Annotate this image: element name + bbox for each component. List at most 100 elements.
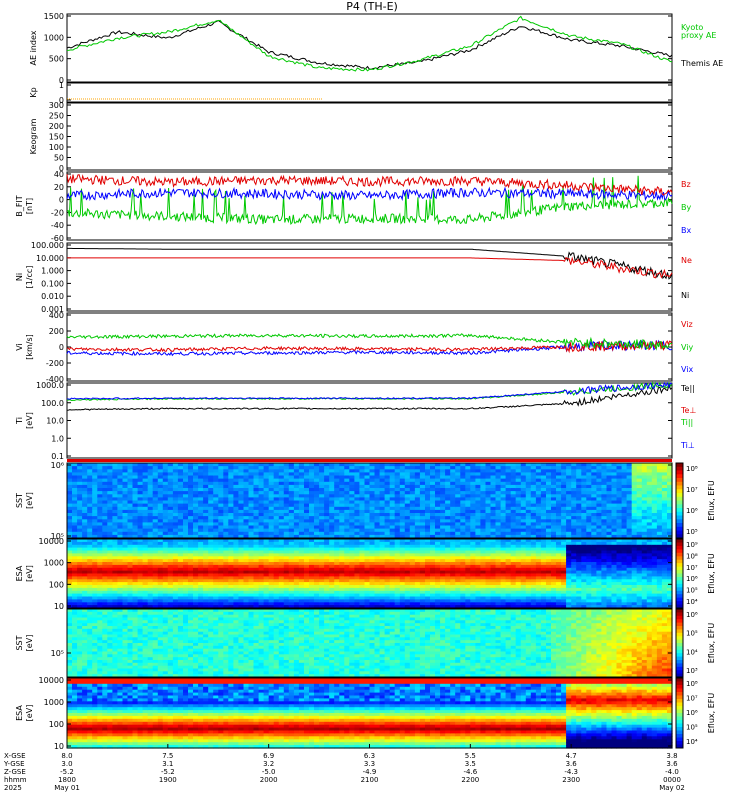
spectro-cell bbox=[127, 497, 134, 502]
spectro-cell bbox=[646, 525, 653, 530]
spectro-cell bbox=[379, 500, 386, 505]
spectro-cell bbox=[112, 593, 118, 598]
spectro-cell bbox=[203, 593, 209, 598]
spectro-cell bbox=[339, 547, 345, 552]
spectro-cell bbox=[374, 585, 381, 589]
colorbar-cell bbox=[676, 466, 683, 472]
spectro-cell bbox=[177, 599, 184, 603]
spectro-cell bbox=[379, 463, 386, 467]
spectro-cell bbox=[349, 466, 355, 470]
spectro-cell bbox=[293, 541, 300, 546]
spectro-cell bbox=[364, 525, 371, 530]
spectro-cell bbox=[384, 500, 391, 505]
spectro-cell bbox=[304, 475, 310, 480]
spectro-cell bbox=[626, 491, 633, 495]
spectro-cell bbox=[188, 550, 194, 554]
spectro-cell bbox=[167, 547, 174, 552]
spectro-cell bbox=[510, 525, 517, 530]
spectro-cell bbox=[167, 481, 174, 486]
spectro-cell bbox=[243, 531, 250, 536]
spectro-cell bbox=[419, 605, 426, 609]
spectro-cell bbox=[278, 522, 285, 527]
spectro-cell bbox=[177, 593, 184, 598]
spectro-cell bbox=[258, 590, 265, 595]
spectro-cell bbox=[157, 593, 164, 598]
spectro-cell bbox=[228, 567, 234, 572]
spectro-cell bbox=[369, 475, 376, 480]
spectro-cell bbox=[172, 491, 179, 495]
spectro-cell bbox=[243, 593, 250, 598]
spectro-cell bbox=[218, 534, 224, 539]
spectro-cell bbox=[470, 509, 476, 514]
spectro-cell bbox=[309, 469, 315, 473]
spectro-cell bbox=[157, 463, 164, 467]
spectro-cell bbox=[72, 513, 78, 517]
spectro-cell bbox=[455, 509, 461, 514]
spectro-cell bbox=[132, 494, 139, 498]
spectro-cell bbox=[213, 513, 219, 517]
spectro-cell bbox=[389, 553, 396, 557]
spectro-cell bbox=[273, 582, 280, 586]
spectro-cell bbox=[193, 587, 199, 592]
spectro-cell bbox=[339, 491, 345, 495]
spectro-cell bbox=[601, 509, 607, 514]
spectro-cell bbox=[404, 576, 411, 580]
spectro-cell bbox=[667, 513, 673, 517]
spectro-cell bbox=[82, 472, 88, 477]
spectro-cell bbox=[460, 593, 466, 598]
spectro-cell bbox=[349, 528, 355, 533]
spectro-cell bbox=[430, 596, 436, 600]
colorbar-cell bbox=[676, 474, 683, 479]
spectro-cell bbox=[309, 564, 315, 569]
spectro-cell bbox=[551, 525, 557, 530]
spectro-cell bbox=[72, 550, 78, 554]
spectro-cell bbox=[409, 519, 416, 523]
spectro-cell bbox=[339, 494, 345, 498]
spectro-cell bbox=[414, 525, 421, 530]
spectro-cell bbox=[188, 506, 194, 511]
spectro-cell bbox=[425, 509, 431, 514]
spectro-cell bbox=[268, 531, 275, 536]
spectro-cell bbox=[248, 513, 255, 517]
spectro-cell bbox=[142, 494, 149, 498]
spectro-cell bbox=[228, 579, 234, 583]
spectro-cell bbox=[82, 488, 88, 492]
spectro-cell bbox=[440, 466, 446, 470]
spectro-cell bbox=[72, 525, 78, 530]
spectro-cell bbox=[561, 484, 567, 489]
spectro-cell bbox=[147, 463, 154, 467]
spectro-cell bbox=[177, 556, 184, 560]
y-axis-label: B_FIT bbox=[15, 195, 24, 216]
spectro-cell bbox=[430, 500, 436, 505]
spectro-cell bbox=[455, 522, 461, 527]
spectro-cell bbox=[278, 579, 285, 583]
spectro-cell bbox=[157, 544, 164, 549]
spectro-cell bbox=[198, 573, 204, 577]
spectro-cell bbox=[460, 550, 466, 554]
spectro-cell bbox=[162, 602, 169, 606]
spectro-cell bbox=[112, 516, 118, 520]
spectro-cell bbox=[77, 506, 83, 511]
spectro-cell bbox=[339, 605, 345, 609]
spectro-cell bbox=[203, 525, 209, 530]
spectro-cell bbox=[112, 463, 118, 467]
spectro-cell bbox=[369, 506, 376, 511]
spectro-cell bbox=[233, 528, 239, 533]
spectro-cell bbox=[117, 541, 123, 546]
spectro-cell bbox=[117, 513, 123, 517]
spectro-cell bbox=[445, 579, 451, 583]
spectro-cell bbox=[581, 472, 587, 477]
spectro-cell bbox=[72, 596, 78, 600]
spectro-cell bbox=[369, 539, 376, 543]
spectro-cell bbox=[475, 522, 481, 527]
spectro-cell bbox=[188, 494, 194, 498]
spectro-cell bbox=[631, 522, 638, 527]
spectro-cell bbox=[349, 472, 355, 477]
spectro-cell bbox=[248, 469, 255, 473]
spectro-cell bbox=[414, 564, 421, 569]
spectro-cell bbox=[162, 585, 169, 589]
spectro-cell bbox=[646, 528, 653, 533]
spectro-cell bbox=[435, 550, 441, 554]
spectro-cell bbox=[117, 466, 123, 470]
spectro-cell bbox=[298, 593, 305, 598]
